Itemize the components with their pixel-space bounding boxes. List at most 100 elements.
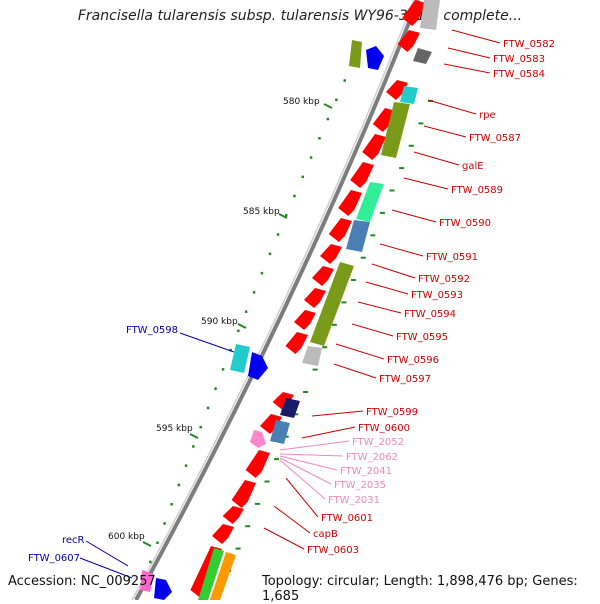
gene-label[interactable]: FTW_0601 bbox=[321, 513, 373, 524]
leader-line bbox=[443, 63, 491, 74]
feature-dash bbox=[331, 323, 337, 326]
cds-box-orange-0603 bbox=[210, 552, 236, 600]
gene-label[interactable]: FTW_2052 bbox=[352, 437, 404, 448]
gene-arrow-forward[interactable] bbox=[312, 266, 334, 286]
gene-label[interactable]: FTW_2035 bbox=[334, 480, 386, 491]
scale-label-580: 580 kbp bbox=[283, 97, 320, 107]
leader-line bbox=[357, 301, 402, 314]
gene-arrow-forward[interactable] bbox=[338, 190, 362, 216]
label-ftw0607[interactable]: FTW_0607 bbox=[28, 553, 80, 564]
gene-label[interactable]: FTW_0595 bbox=[396, 332, 448, 343]
rna-pink-recR bbox=[140, 570, 154, 592]
scale-dot bbox=[156, 541, 159, 544]
gene-label[interactable]: FTW_0591 bbox=[426, 252, 478, 263]
gene-arrow-forward[interactable] bbox=[362, 134, 386, 160]
gene-arrow-forward[interactable] bbox=[285, 332, 308, 354]
gene-label[interactable]: capB bbox=[313, 529, 338, 540]
feature-dash bbox=[303, 391, 308, 393]
gene-label[interactable]: FTW_2041 bbox=[340, 466, 392, 477]
gene-arrow-forward[interactable] bbox=[386, 80, 408, 100]
gene-label[interactable]: FTW_0584 bbox=[493, 69, 545, 80]
gene-arrow-forward[interactable] bbox=[231, 480, 256, 508]
rna-pink-cluster bbox=[250, 430, 266, 448]
gene-arrow-forward[interactable] bbox=[350, 162, 374, 188]
leader-line bbox=[263, 527, 305, 550]
leader-line bbox=[447, 47, 491, 59]
scale-label-600: 600 kbp bbox=[108, 532, 145, 542]
leader-line bbox=[333, 363, 377, 379]
cds-box-steel-0590 bbox=[346, 220, 370, 252]
scale-dot bbox=[285, 214, 288, 217]
leader-line bbox=[285, 477, 319, 518]
leader-line bbox=[403, 177, 449, 190]
cds-box-darkgrey-0584 bbox=[413, 48, 432, 64]
left-labels: FTW_0598 recR FTW_0607 bbox=[28, 325, 235, 579]
leader-line bbox=[279, 459, 326, 500]
gene-arrow-forward[interactable] bbox=[222, 506, 244, 524]
feature-dash bbox=[254, 502, 260, 505]
gene-label[interactable]: FTW_0593 bbox=[411, 290, 463, 301]
scale-dot bbox=[309, 156, 313, 159]
leader-line bbox=[391, 209, 437, 223]
scale-label-595: 595 kbp bbox=[156, 424, 193, 434]
label-ftw0598[interactable]: FTW_0598 bbox=[126, 325, 178, 336]
scale-label-585: 585 kbp bbox=[243, 207, 280, 217]
gene-arrow-forward[interactable] bbox=[294, 310, 316, 330]
genome-backbone bbox=[134, 0, 420, 600]
scale-dot bbox=[184, 464, 188, 467]
gene-arrow-forward[interactable] bbox=[245, 450, 270, 478]
leader-ftw0607 bbox=[79, 557, 133, 579]
cds-box-olive-top bbox=[349, 40, 362, 68]
scale-dot bbox=[177, 483, 181, 487]
gene-arrow-forward[interactable] bbox=[320, 244, 342, 264]
gene-label[interactable]: FTW_0603 bbox=[307, 545, 359, 556]
scale-dot bbox=[260, 271, 264, 275]
gene-label[interactable]: FTW_2031 bbox=[328, 495, 380, 506]
cds-box-olive-0587 bbox=[381, 102, 410, 158]
gene-label[interactable]: FTW_0597 bbox=[379, 374, 431, 385]
scale-dot bbox=[252, 291, 256, 294]
gene-arrow-forward[interactable] bbox=[328, 218, 352, 242]
label-recR[interactable]: recR bbox=[62, 535, 85, 546]
gene-arrow-forward[interactable] bbox=[212, 524, 234, 544]
gene-label[interactable]: FTW_0582 bbox=[503, 39, 555, 50]
feature-dash bbox=[245, 525, 251, 528]
gene-arrow-forward[interactable] bbox=[304, 288, 326, 308]
gene-label[interactable]: FTW_0600 bbox=[358, 423, 410, 434]
gene-label[interactable]: galE bbox=[462, 161, 484, 172]
scale-dot bbox=[343, 79, 346, 82]
feature-dash bbox=[360, 256, 366, 259]
gene-arrow-forward[interactable] bbox=[397, 30, 420, 52]
scale-dot bbox=[206, 406, 210, 410]
leader-line bbox=[351, 323, 394, 337]
gene-label[interactable]: FTW_0594 bbox=[404, 309, 456, 320]
gene-arrow-forward[interactable] bbox=[260, 414, 282, 434]
gene-label[interactable]: FTW_0596 bbox=[387, 355, 439, 366]
gene-label[interactable]: FTW_0587 bbox=[469, 133, 521, 144]
gene-label[interactable]: FTW_0599 bbox=[366, 407, 418, 418]
leader-recR bbox=[85, 540, 129, 567]
gene-arrow-forward[interactable] bbox=[272, 392, 294, 410]
feature-dash bbox=[341, 301, 347, 304]
gene-label[interactable]: FTW_0583 bbox=[493, 54, 545, 65]
gene-arrow-forward[interactable] bbox=[372, 108, 396, 132]
leader-line bbox=[365, 281, 409, 295]
gene-label[interactable]: FTW_0590 bbox=[439, 218, 491, 229]
right-label-leaders bbox=[263, 29, 501, 550]
scale-dot bbox=[237, 329, 240, 333]
feature-dash bbox=[418, 122, 424, 125]
cds-box-navy-0599 bbox=[280, 398, 300, 418]
cds-box-cyan-0598 bbox=[230, 344, 250, 373]
gene-arrow-forward[interactable] bbox=[402, 0, 426, 26]
scale-tick-580 bbox=[323, 103, 333, 109]
gene-label[interactable]: FTW_2062 bbox=[346, 452, 398, 463]
scale-dot bbox=[326, 117, 330, 121]
leader-line bbox=[279, 440, 350, 451]
scale-dot bbox=[199, 425, 202, 429]
gene-label[interactable]: FTW_0589 bbox=[451, 185, 503, 196]
gene-label[interactable]: FTW_0592 bbox=[418, 274, 470, 285]
gene-label[interactable]: rpe bbox=[479, 110, 496, 121]
cds-box-grey-top bbox=[420, 0, 440, 30]
cds-box-green-0603 bbox=[198, 548, 224, 600]
